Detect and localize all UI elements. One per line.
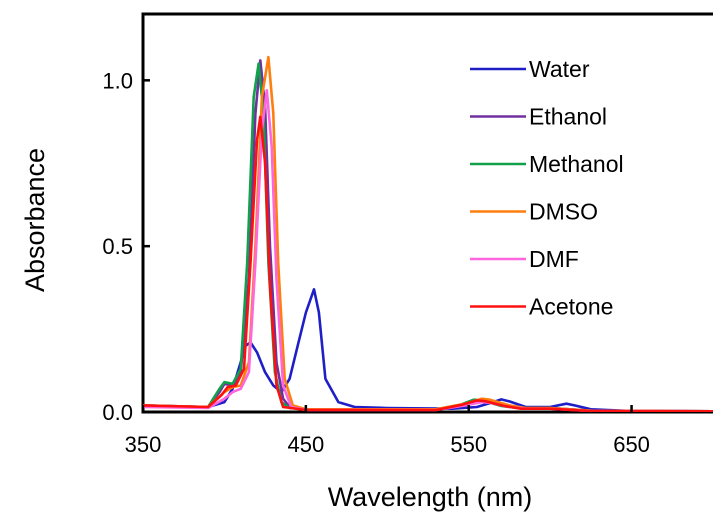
legend-label-water: Water [529,56,590,82]
legend-label-dmso: DMSO [529,199,598,225]
legend-label-ethanol: Ethanol [529,104,607,130]
y-axis-title: Absorbance [20,148,50,292]
x-tick-label: 650 [613,432,650,457]
y-tick-label: 0.0 [102,400,133,425]
x-tick-label: 350 [125,432,162,457]
legend-label-methanol: Methanol [529,151,624,177]
series-line-methanol [143,62,713,412]
y-tick-label: 0.5 [102,234,133,259]
legend: Water Ethanol Methanol DMSO DMF Acetone [470,56,624,320]
series-line-ethanol [143,59,713,412]
series-line-dmf [143,89,713,412]
y-tick-label: 1.0 [102,68,133,93]
legend-label-acetone: Acetone [529,294,613,320]
x-tick-label: 550 [450,432,487,457]
x-tick-label: 450 [287,432,324,457]
plot-frame [141,12,713,414]
legend-label-dmf: DMF [529,246,579,272]
series-line-dmso [143,55,713,412]
ticks-layer: 350 450 550 650 0.0 0.5 1.0 [102,68,650,457]
series-layer [143,55,713,412]
plot-area [141,12,713,414]
x-axis-title: Wavelength (nm) [328,482,533,512]
series-line-acetone [143,115,713,412]
series-line-water [143,288,713,412]
